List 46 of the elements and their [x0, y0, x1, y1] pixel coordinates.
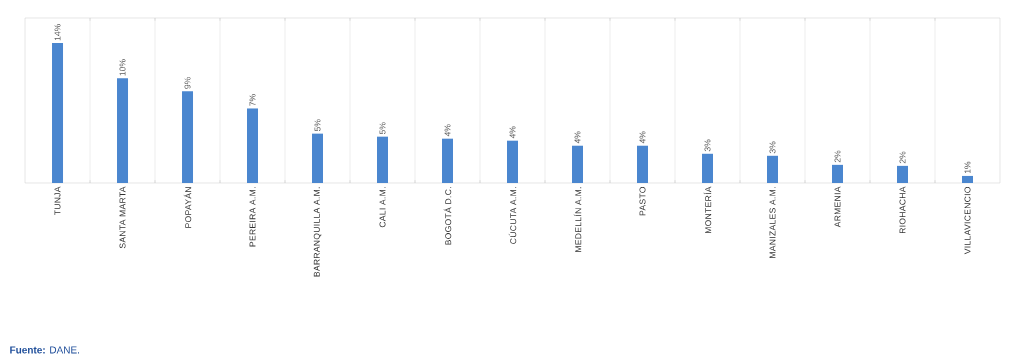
- x-tick-label: POPAYÁN: [183, 187, 192, 228]
- x-tick-label: VILLAVICENCIO: [964, 186, 971, 255]
- data-label: 4%: [509, 126, 516, 139]
- bar: [117, 78, 129, 183]
- bar: [702, 153, 713, 183]
- bar: [832, 164, 843, 183]
- bar: [312, 133, 324, 183]
- data-label: 4%: [444, 124, 451, 137]
- bar: [962, 175, 973, 183]
- x-tick-label: MEDELLÍN A.M.: [573, 187, 582, 252]
- data-label: 14%: [54, 24, 61, 41]
- bar: [377, 136, 389, 183]
- x-tick-label: SANTA MARTA: [119, 186, 126, 249]
- data-label: 9%: [184, 77, 191, 89]
- bar: [897, 165, 908, 183]
- x-tick-label: CÚCUTA A.M.: [508, 187, 517, 244]
- data-label: 10%: [119, 59, 126, 76]
- bar: [507, 140, 519, 183]
- x-tick-label: PEREIRA A.M.: [249, 187, 256, 247]
- x-tick-label: RIOHACHA: [899, 186, 906, 234]
- x-tick-label: ARMENIA: [834, 186, 841, 228]
- data-label: 4%: [574, 131, 581, 144]
- bar: [442, 138, 454, 183]
- bar: [572, 145, 584, 183]
- x-tick-label: BARRANQUILLA A.M.: [313, 187, 322, 277]
- bar: [52, 42, 64, 183]
- data-label: 5%: [314, 119, 321, 132]
- x-tick-label: CALI A.M.: [379, 187, 386, 228]
- data-label: 3%: [769, 141, 776, 154]
- data-label: 5%: [379, 122, 386, 135]
- x-tick-label: PASTO: [639, 186, 646, 216]
- bar: [637, 145, 648, 183]
- x-tick-label: MONTERÍA: [703, 186, 712, 234]
- bar: [247, 108, 259, 183]
- text: Fuente: DANE.: [10, 346, 80, 354]
- data-label: 2%: [834, 150, 841, 163]
- data-label: 1%: [964, 161, 971, 174]
- data-label: 7%: [249, 94, 256, 106]
- data-label: 2%: [899, 151, 906, 164]
- bar: [767, 155, 778, 183]
- data-label: 4%: [639, 131, 646, 144]
- x-tick-label: MANIZALES A.M.: [769, 187, 776, 258]
- x-tick-label: BOGOTÁ D.C.: [443, 187, 452, 245]
- data-label: 3%: [704, 139, 711, 152]
- bar: [182, 91, 194, 183]
- x-tick-label: TUNJA: [54, 186, 61, 216]
